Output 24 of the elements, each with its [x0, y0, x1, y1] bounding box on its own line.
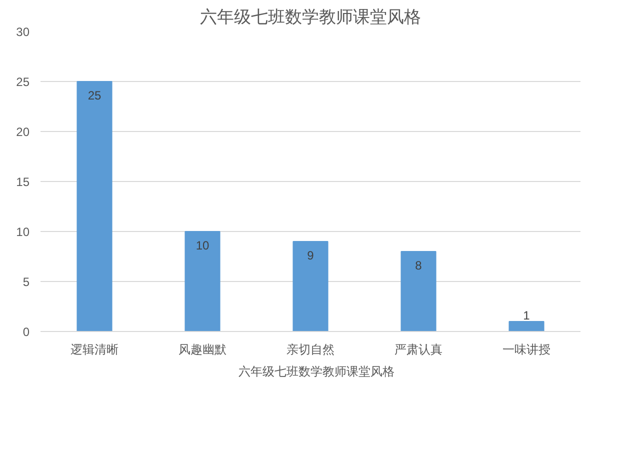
bar — [400, 251, 436, 332]
x-tick-label: 亲切自然 — [286, 342, 334, 356]
bar — [76, 81, 112, 332]
y-tick-label: 0 — [22, 325, 30, 339]
x-tick-label: 一味讲授 — [502, 342, 550, 356]
bar — [292, 241, 328, 332]
data-label: 10 — [196, 238, 210, 252]
data-label: 9 — [307, 248, 314, 262]
chart-title: 六年级七班数学教师课堂风格 — [200, 8, 421, 26]
bar — [508, 321, 544, 332]
x-tick-label: 严肃认真 — [394, 342, 442, 356]
y-tick-label: 25 — [16, 75, 30, 89]
y-tick-label: 30 — [16, 25, 30, 39]
text: 六年级七班数学教师课堂风格 — [238, 364, 394, 380]
data-label: 8 — [415, 258, 422, 272]
data-label: 25 — [88, 88, 102, 102]
y-tick-label: 20 — [16, 125, 30, 139]
x-tick-label: 风趣幽默 — [178, 342, 226, 356]
y-tick-label: 5 — [22, 275, 30, 289]
data-label: 1 — [523, 308, 530, 322]
x-tick-label: 逻辑清晰 — [70, 342, 118, 356]
y-tick-label: 10 — [16, 225, 30, 239]
y-tick-label: 15 — [16, 175, 30, 189]
bar — [184, 231, 220, 332]
